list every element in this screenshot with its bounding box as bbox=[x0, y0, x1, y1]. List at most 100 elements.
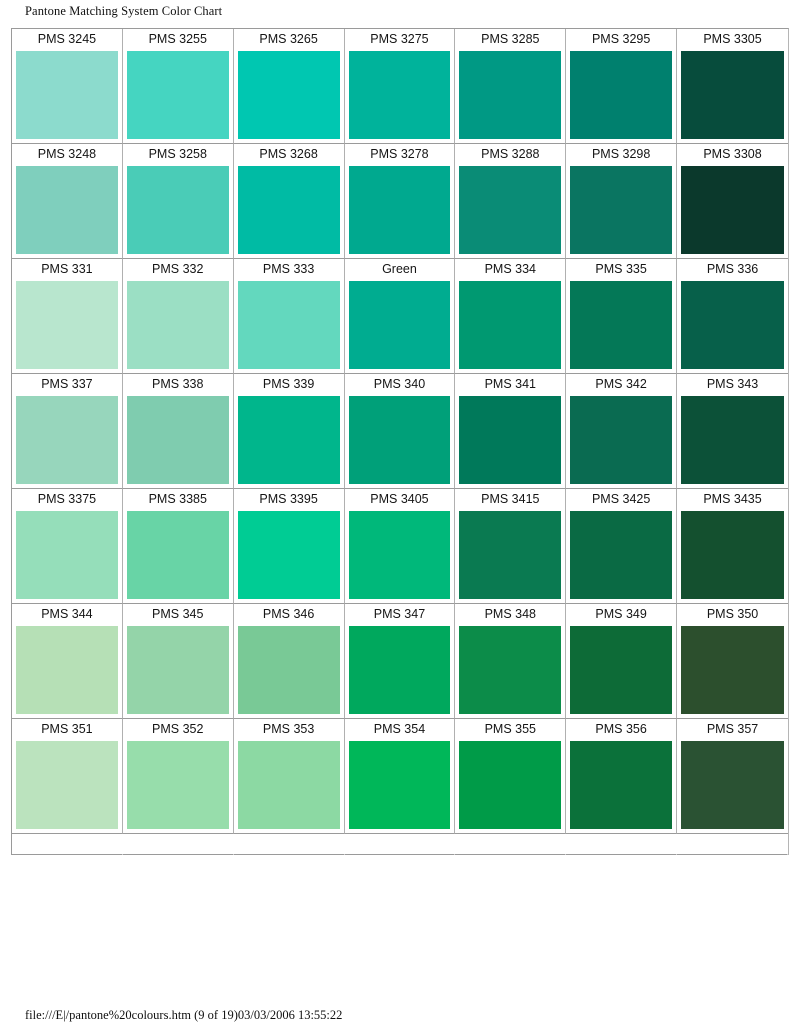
swatch-cell-inner: PMS 3265 bbox=[234, 29, 344, 143]
swatch-color bbox=[348, 51, 451, 139]
chart-filler-cell bbox=[566, 834, 678, 855]
swatch-cell-inner: PMS 349 bbox=[566, 604, 676, 718]
chart-body: PMS 3245 PMS 3255 PMS 3265 PMS 3275 PMS 3285… bbox=[12, 29, 788, 855]
swatch-label: PMS 342 bbox=[595, 377, 647, 391]
swatch-label: PMS 343 bbox=[706, 377, 759, 391]
swatch-label: PMS 341 bbox=[484, 377, 536, 391]
swatch-cell[interactable]: PMS 3275 bbox=[344, 29, 456, 144]
swatch-cell[interactable]: PMS 351 bbox=[12, 719, 123, 834]
swatch-cell[interactable]: PMS 3288 bbox=[455, 144, 567, 259]
swatch-label: PMS 3305 bbox=[703, 32, 762, 46]
swatch-cell[interactable]: PMS 340 bbox=[344, 374, 456, 489]
swatch-color bbox=[348, 626, 451, 714]
swatch-cell[interactable]: PMS 349 bbox=[566, 604, 678, 719]
swatch-cell[interactable]: PMS 339 bbox=[233, 374, 345, 489]
swatch-cell[interactable]: PMS 357 bbox=[677, 719, 788, 834]
swatch-cell-inner: PMS 352 bbox=[123, 719, 233, 833]
swatch-cell[interactable]: PMS 356 bbox=[566, 719, 678, 834]
swatch-cell[interactable]: PMS 332 bbox=[122, 259, 234, 374]
swatch-cell[interactable]: PMS 3255 bbox=[122, 29, 234, 144]
swatch-cell[interactable]: PMS 3405 bbox=[344, 489, 456, 604]
swatch-cell[interactable]: PMS 3245 bbox=[12, 29, 123, 144]
swatch-label: PMS 3248 bbox=[37, 147, 97, 161]
swatch-cell-inner: PMS 348 bbox=[455, 604, 565, 718]
swatch-color bbox=[570, 51, 673, 139]
swatch-cell-inner: PMS 3435 bbox=[677, 489, 788, 603]
swatch-color bbox=[681, 281, 784, 369]
swatch-cell-inner: PMS 340 bbox=[345, 374, 455, 488]
swatch-cell[interactable]: PMS 342 bbox=[566, 374, 678, 489]
swatch-cell[interactable]: PMS 346 bbox=[233, 604, 345, 719]
swatch-cell[interactable]: PMS 3265 bbox=[233, 29, 345, 144]
swatch-cell-inner: PMS 353 bbox=[234, 719, 344, 833]
swatch-cell[interactable]: PMS 333 bbox=[233, 259, 345, 374]
swatch-cell[interactable]: PMS 3415 bbox=[455, 489, 567, 604]
swatch-cell[interactable]: PMS 348 bbox=[455, 604, 567, 719]
swatch-cell[interactable]: PMS 3425 bbox=[566, 489, 678, 604]
swatch-color bbox=[681, 626, 784, 714]
swatch-cell-inner: PMS 3385 bbox=[123, 489, 233, 603]
swatch-cell-inner: PMS 338 bbox=[123, 374, 233, 488]
swatch-cell[interactable]: PMS 335 bbox=[566, 259, 678, 374]
swatch-label: PMS 3295 bbox=[591, 32, 651, 46]
swatch-cell[interactable]: PMS 3298 bbox=[566, 144, 678, 259]
swatch-color bbox=[570, 166, 673, 254]
swatch-label: PMS 334 bbox=[484, 262, 536, 276]
swatch-label: PMS 3395 bbox=[259, 492, 318, 506]
swatch-cell[interactable]: PMS 336 bbox=[677, 259, 788, 374]
chart-filler-cell bbox=[344, 834, 456, 855]
swatch-label: PMS 347 bbox=[373, 607, 426, 621]
swatch-cell[interactable]: PMS 354 bbox=[344, 719, 456, 834]
swatch-cell-inner: PMS 342 bbox=[566, 374, 676, 488]
swatch-cell[interactable]: PMS 3268 bbox=[233, 144, 345, 259]
swatch-label: PMS 349 bbox=[595, 607, 647, 621]
swatch-row: PMS 3375 PMS 3385 PMS 3395 PMS 3405 PMS 3415… bbox=[12, 489, 788, 604]
swatch-color bbox=[126, 396, 229, 484]
swatch-color bbox=[126, 741, 229, 829]
swatch-cell[interactable]: PMS 338 bbox=[122, 374, 234, 489]
swatch-cell-inner: PMS 333 bbox=[234, 259, 344, 373]
swatch-label: PMS 331 bbox=[41, 262, 93, 276]
swatch-cell[interactable]: PMS 3375 bbox=[12, 489, 123, 604]
swatch-cell[interactable]: PMS 3278 bbox=[344, 144, 456, 259]
swatch-color bbox=[570, 741, 673, 829]
swatch-color bbox=[16, 741, 118, 829]
swatch-cell[interactable]: PMS 3385 bbox=[122, 489, 234, 604]
swatch-cell[interactable]: PMS 3305 bbox=[677, 29, 788, 144]
swatch-label: PMS 339 bbox=[262, 377, 315, 391]
swatch-cell[interactable]: PMS 334 bbox=[455, 259, 567, 374]
swatch-cell[interactable]: PMS 353 bbox=[233, 719, 345, 834]
swatch-cell[interactable]: PMS 341 bbox=[455, 374, 567, 489]
swatch-label: PMS 3288 bbox=[481, 147, 540, 161]
swatch-cell[interactable]: Green bbox=[344, 259, 456, 374]
swatch-cell[interactable]: PMS 345 bbox=[122, 604, 234, 719]
swatch-label: PMS 3258 bbox=[148, 147, 207, 161]
swatch-cell[interactable]: PMS 3395 bbox=[233, 489, 345, 604]
swatch-cell[interactable]: PMS 347 bbox=[344, 604, 456, 719]
swatch-cell[interactable]: PMS 3308 bbox=[677, 144, 788, 259]
swatch-cell[interactable]: PMS 331 bbox=[12, 259, 123, 374]
swatch-cell-inner: PMS 341 bbox=[455, 374, 565, 488]
swatch-cell[interactable]: PMS 3258 bbox=[122, 144, 234, 259]
swatch-cell[interactable]: PMS 343 bbox=[677, 374, 788, 489]
swatch-label: PMS 352 bbox=[152, 722, 204, 736]
swatch-cell-inner: PMS 3245 bbox=[12, 29, 122, 143]
swatch-color bbox=[459, 281, 562, 369]
swatch-cell[interactable]: PMS 355 bbox=[455, 719, 567, 834]
swatch-cell[interactable]: PMS 3435 bbox=[677, 489, 788, 604]
swatch-label: PMS 3298 bbox=[591, 147, 651, 161]
swatch-cell[interactable]: PMS 3285 bbox=[455, 29, 567, 144]
swatch-row: PMS 3248 PMS 3258 PMS 3268 PMS 3278 PMS 3288… bbox=[12, 144, 788, 259]
swatch-label: PMS 346 bbox=[262, 607, 315, 621]
swatch-color bbox=[681, 51, 784, 139]
swatch-cell[interactable]: PMS 350 bbox=[677, 604, 788, 719]
swatch-cell[interactable]: PMS 344 bbox=[12, 604, 123, 719]
swatch-color bbox=[570, 396, 673, 484]
swatch-cell-inner: PMS 334 bbox=[455, 259, 565, 373]
swatch-color bbox=[237, 741, 340, 829]
swatch-cell[interactable]: PMS 352 bbox=[122, 719, 234, 834]
swatch-label: PMS 335 bbox=[595, 262, 647, 276]
swatch-cell[interactable]: PMS 3295 bbox=[566, 29, 678, 144]
swatch-cell[interactable]: PMS 3248 bbox=[12, 144, 123, 259]
swatch-cell[interactable]: PMS 337 bbox=[12, 374, 123, 489]
